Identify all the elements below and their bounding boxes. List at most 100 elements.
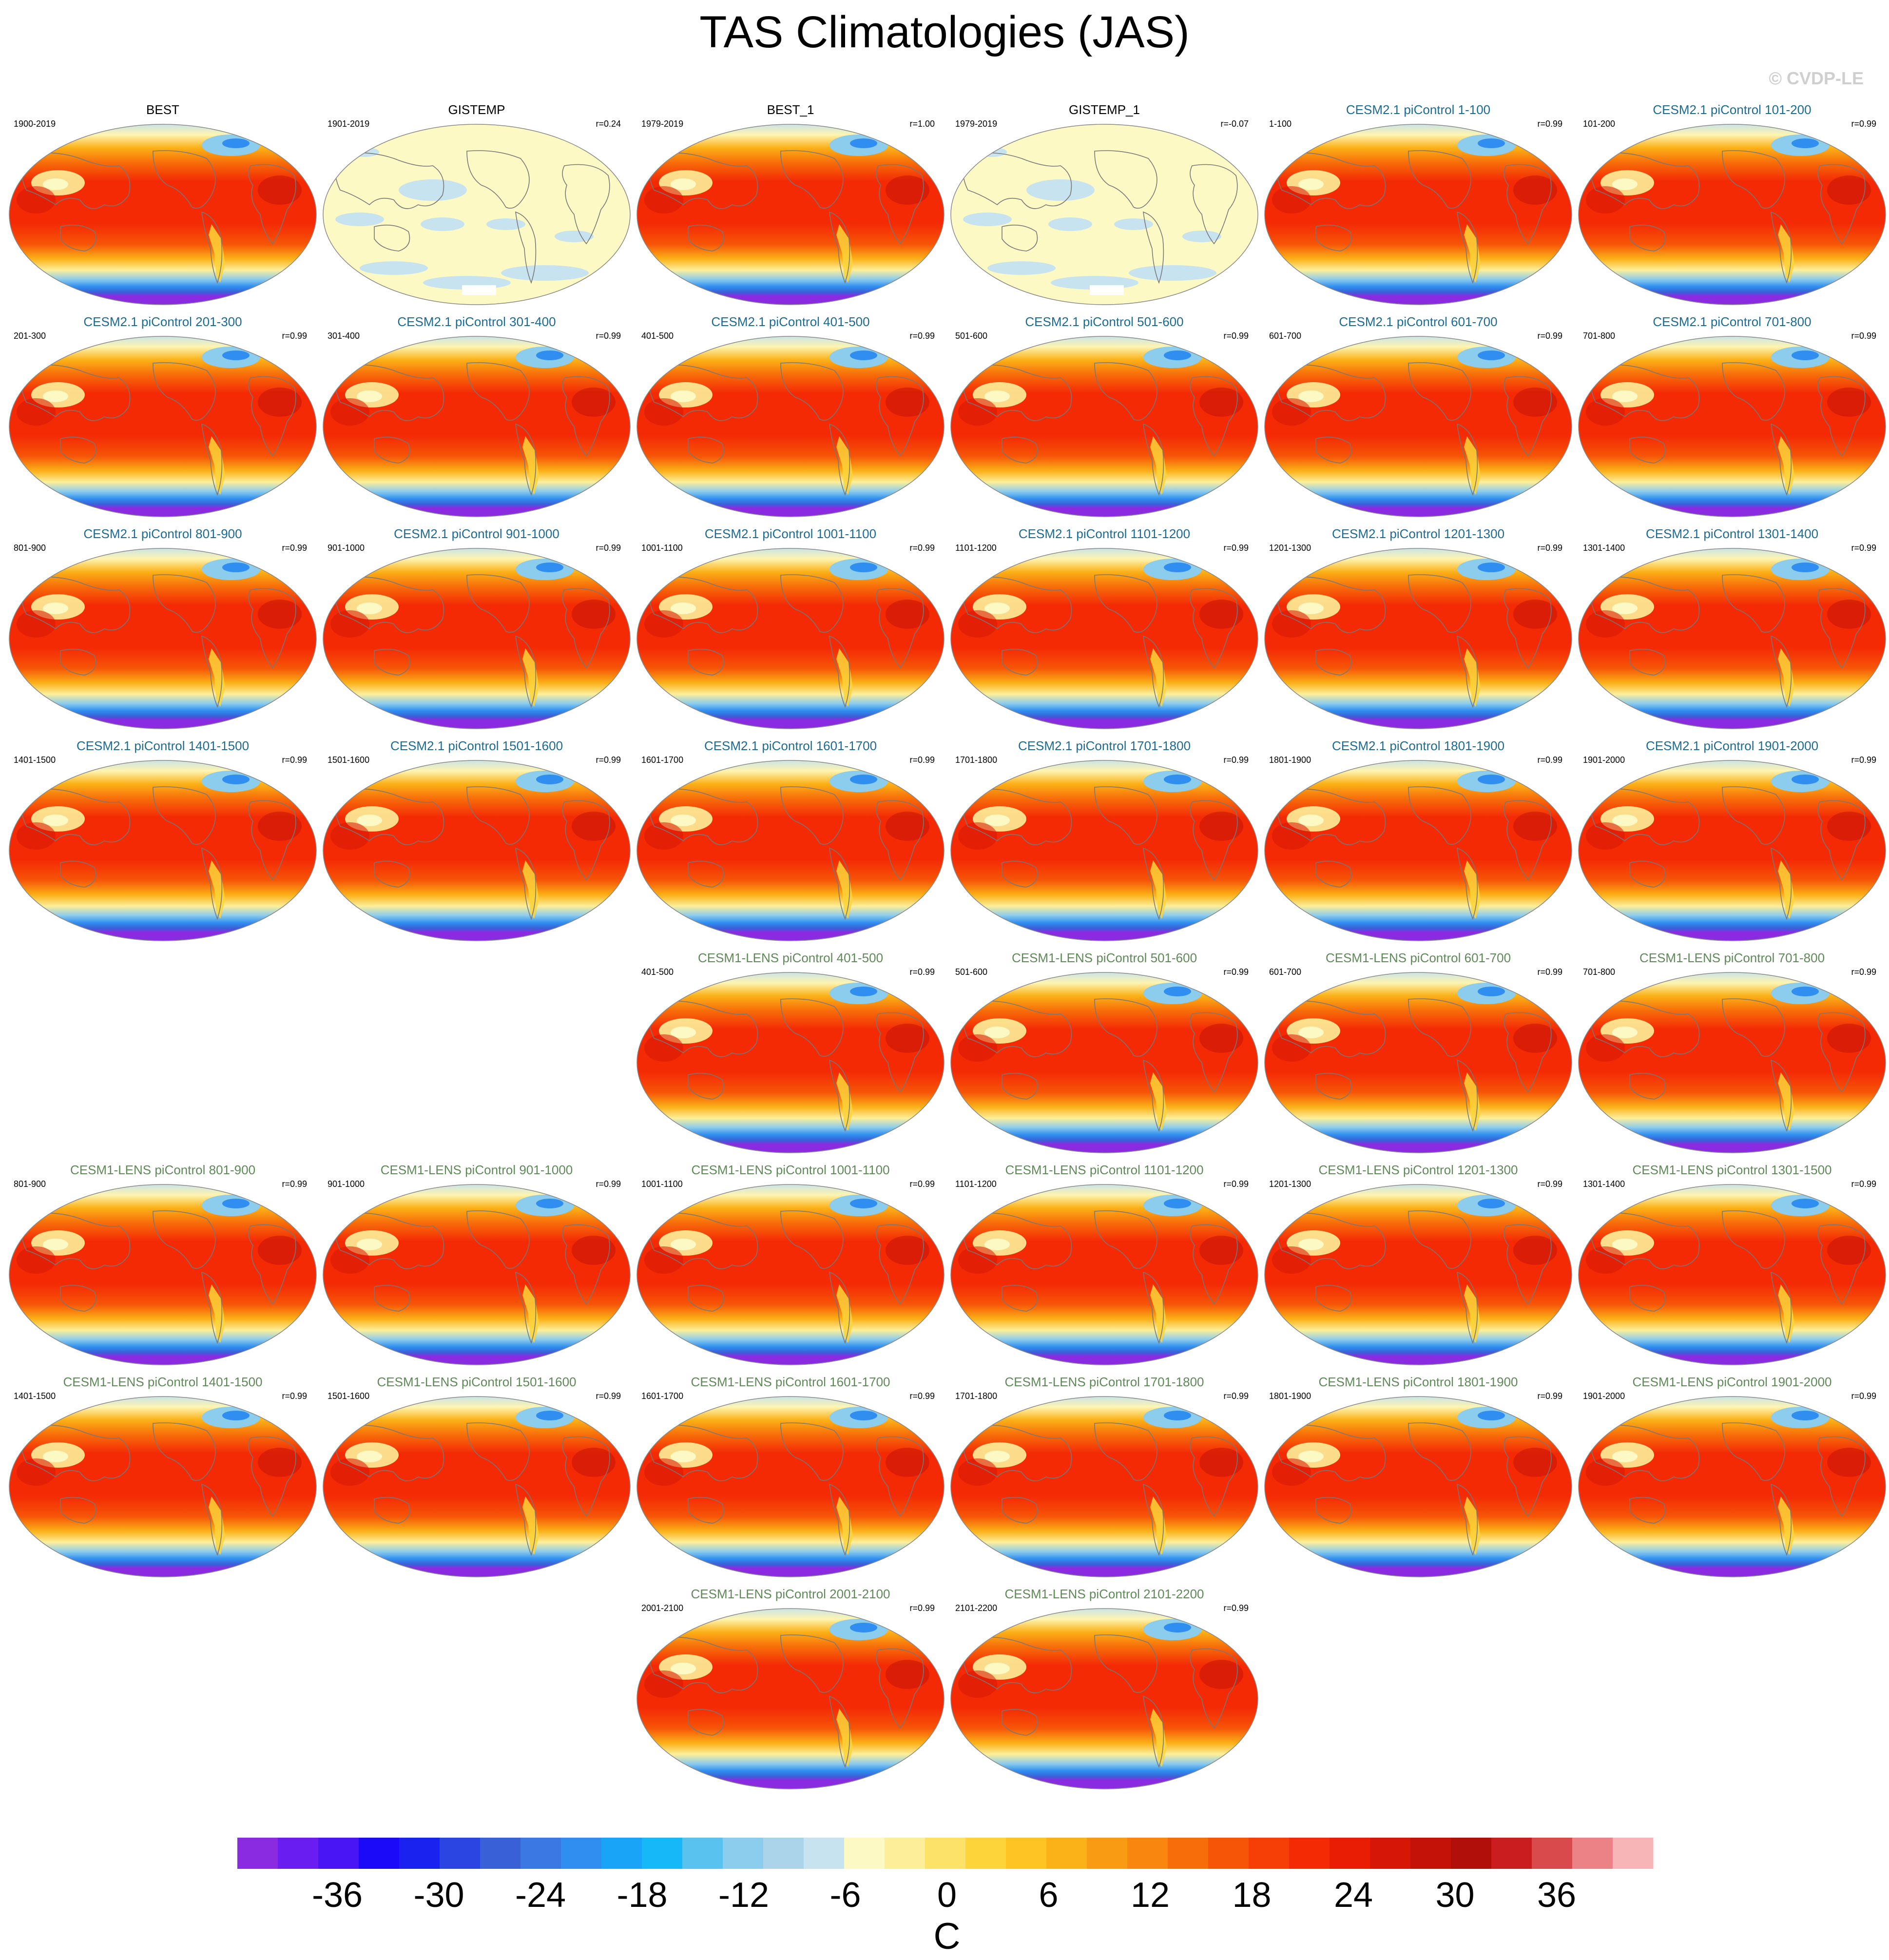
panel-title: CESM1-LENS piControl 701-800 <box>1639 951 1825 965</box>
colorbar-swatch <box>440 1838 481 1869</box>
panel-title: CESM2.1 piControl 1201-1300 <box>1331 526 1505 541</box>
colorbar-swatch <box>804 1838 845 1869</box>
panel-title: CESM1-LENS piControl 2001-2100 <box>691 1587 890 1601</box>
panel-period-label: 701-800 <box>1583 331 1616 341</box>
panel-period-label: 1401-1500 <box>14 1391 56 1401</box>
map-panel: CESM1-LENS piControl 701-800 701-800 r=0.9… <box>1576 951 1888 1155</box>
map-plot <box>636 1184 944 1365</box>
panel-period-label: 1801-1900 <box>1269 1391 1311 1401</box>
panel-correlation-label: r=0.99 <box>596 755 621 765</box>
panel-correlation-label: r=0.99 <box>1537 543 1562 553</box>
panel-correlation-label: r=0.99 <box>909 331 935 341</box>
map-panel: CESM1-LENS piControl 2001-2100 2001-2100 r… <box>635 1587 946 1791</box>
map-plot <box>9 760 317 941</box>
panel-period-label: 101-200 <box>1583 119 1616 129</box>
panel-period-label: 1301-1400 <box>1583 543 1625 553</box>
colorbar-tick-label: -6 <box>829 1876 861 1915</box>
colorbar-swatch <box>1451 1838 1492 1869</box>
panel-period-label: 1701-1800 <box>955 755 998 765</box>
map-plot <box>950 336 1258 517</box>
panel-correlation-label: r=0.99 <box>1851 755 1876 765</box>
panel-correlation-label: r=0.99 <box>1223 543 1249 553</box>
panel-correlation-label: r=0.99 <box>909 1603 935 1613</box>
panel-correlation-label: r=0.99 <box>282 331 307 341</box>
map-plot <box>950 1396 1258 1577</box>
panel-title: CESM2.1 piControl 1301-1400 <box>1645 526 1819 541</box>
map-plot <box>9 1396 317 1577</box>
colorbar-tick-label: 18 <box>1232 1876 1271 1915</box>
panel-correlation-label: r=0.99 <box>596 331 621 341</box>
map-plot <box>1578 336 1886 517</box>
colorbar-tick-label: -30 <box>413 1876 464 1915</box>
panel-period-label: 1301-1400 <box>1583 1179 1625 1189</box>
panel-correlation-label: r=0.99 <box>1537 1179 1562 1189</box>
panel-period-label: 701-800 <box>1583 967 1616 977</box>
map-plot <box>636 124 944 305</box>
map-plot <box>1578 1396 1886 1577</box>
colorbar-swatch <box>1249 1838 1290 1869</box>
panel-correlation-label: r=0.99 <box>282 543 307 553</box>
panel-title: CESM1-LENS piControl 1701-1800 <box>1004 1375 1204 1389</box>
colorbar-swatch <box>965 1838 1006 1869</box>
panel-period-label: 2001-2100 <box>641 1603 684 1613</box>
map-panel: CESM1-LENS piControl 501-600 501-600 r=0.9… <box>948 951 1260 1155</box>
map-plot <box>323 760 631 941</box>
panel-period-label: 1201-1300 <box>1269 1179 1311 1189</box>
panel-title: CESM1-LENS piControl 501-600 <box>1011 951 1197 965</box>
panel-correlation-label: r=0.99 <box>1537 1391 1562 1401</box>
panel-correlation-label: r=0.99 <box>1537 119 1562 129</box>
panel-correlation-label: r=0.99 <box>1537 331 1562 341</box>
panel-period-label: 1901-2000 <box>1583 755 1625 765</box>
colorbar-swatch <box>885 1838 925 1869</box>
panel-title: CESM2.1 piControl 1101-1200 <box>1018 526 1191 541</box>
map-panel: BEST 1900-2019 <box>7 102 319 307</box>
panel-period-label: 1001-1100 <box>641 1179 683 1189</box>
panel-correlation-label: r=0.99 <box>909 543 935 553</box>
colorbar-swatch <box>723 1838 764 1869</box>
colorbar-swatch <box>1208 1838 1249 1869</box>
colorbar-swatch <box>520 1838 561 1869</box>
panel-period-label: 1501-1600 <box>328 1391 370 1401</box>
panel-correlation-label: r=0.99 <box>1223 967 1249 977</box>
map-panel: CESM2.1 piControl 1501-1600 1501-1600 r=0.… <box>321 738 633 943</box>
panel-correlation-label: r=0.99 <box>1851 543 1876 553</box>
panel-title: CESM2.1 piControl 501-600 <box>1025 314 1184 329</box>
panel-correlation-label: r=1.00 <box>909 119 935 129</box>
colorbar-swatch <box>1532 1838 1573 1869</box>
panel-period-label: 1701-1800 <box>955 1391 998 1401</box>
panel-correlation-label: r=0.99 <box>909 967 935 977</box>
colorbar-swatch <box>480 1838 521 1869</box>
map-panel: CESM2.1 piControl 1201-1300 1201-1300 r=0.… <box>1262 526 1574 731</box>
map-panel: CESM2.1 piControl 401-500 401-500 r=0.99 <box>635 314 946 519</box>
map-panel: CESM1-LENS piControl 401-500 401-500 r=0.9… <box>635 951 946 1155</box>
panel-period-label: 301-400 <box>328 331 360 341</box>
map-panel: CESM1-LENS piControl 1601-1700 1601-1700 r… <box>635 1375 946 1579</box>
panel-period-label: 1601-1700 <box>641 1391 684 1401</box>
colorbar-tick-label: -18 <box>617 1876 667 1915</box>
colorbar-swatch <box>1127 1838 1168 1869</box>
panel-period-label: 1901-2019 <box>328 119 370 129</box>
map-panel: CESM1-LENS piControl 801-900 801-900 r=0.9… <box>7 1163 319 1367</box>
panel-period-label: 1900-2019 <box>14 119 56 129</box>
panel-period-label: 401-500 <box>641 331 674 341</box>
map-plot <box>9 124 317 305</box>
colorbar-swatch <box>844 1838 885 1869</box>
map-panel: CESM2.1 piControl 1101-1200 1101-1200 r=0.… <box>948 526 1260 731</box>
map-panel: CESM1-LENS piControl 1901-2000 1901-2000 r… <box>1576 1375 1888 1579</box>
map-plot <box>9 336 317 517</box>
colorbar-swatch <box>1491 1838 1532 1869</box>
panel-period-label: 201-300 <box>14 331 46 341</box>
map-panel: CESM1-LENS piControl 1301-1500 1301-1400 r… <box>1576 1163 1888 1367</box>
map-panel: CESM2.1 piControl 1801-1900 1801-1900 r=0.… <box>1262 738 1574 943</box>
colorbar-tick-label: 12 <box>1131 1876 1170 1915</box>
panel-title: BEST <box>146 102 179 117</box>
panel-title: CESM2.1 piControl 301-400 <box>397 314 556 329</box>
colorbar-swatch <box>925 1838 966 1869</box>
map-plot <box>1578 1184 1886 1365</box>
map-panel: CESM2.1 piControl 1701-1800 1701-1800 r=0.… <box>948 738 1260 943</box>
map-panel: CESM1-LENS piControl 2101-2200 2101-2200 r… <box>948 1587 1260 1791</box>
panel-period-label: 1979-2019 <box>641 119 684 129</box>
panel-title: CESM2.1 piControl 1801-1900 <box>1331 738 1505 753</box>
map-plot <box>1578 760 1886 941</box>
colorbar-swatch <box>399 1838 440 1869</box>
